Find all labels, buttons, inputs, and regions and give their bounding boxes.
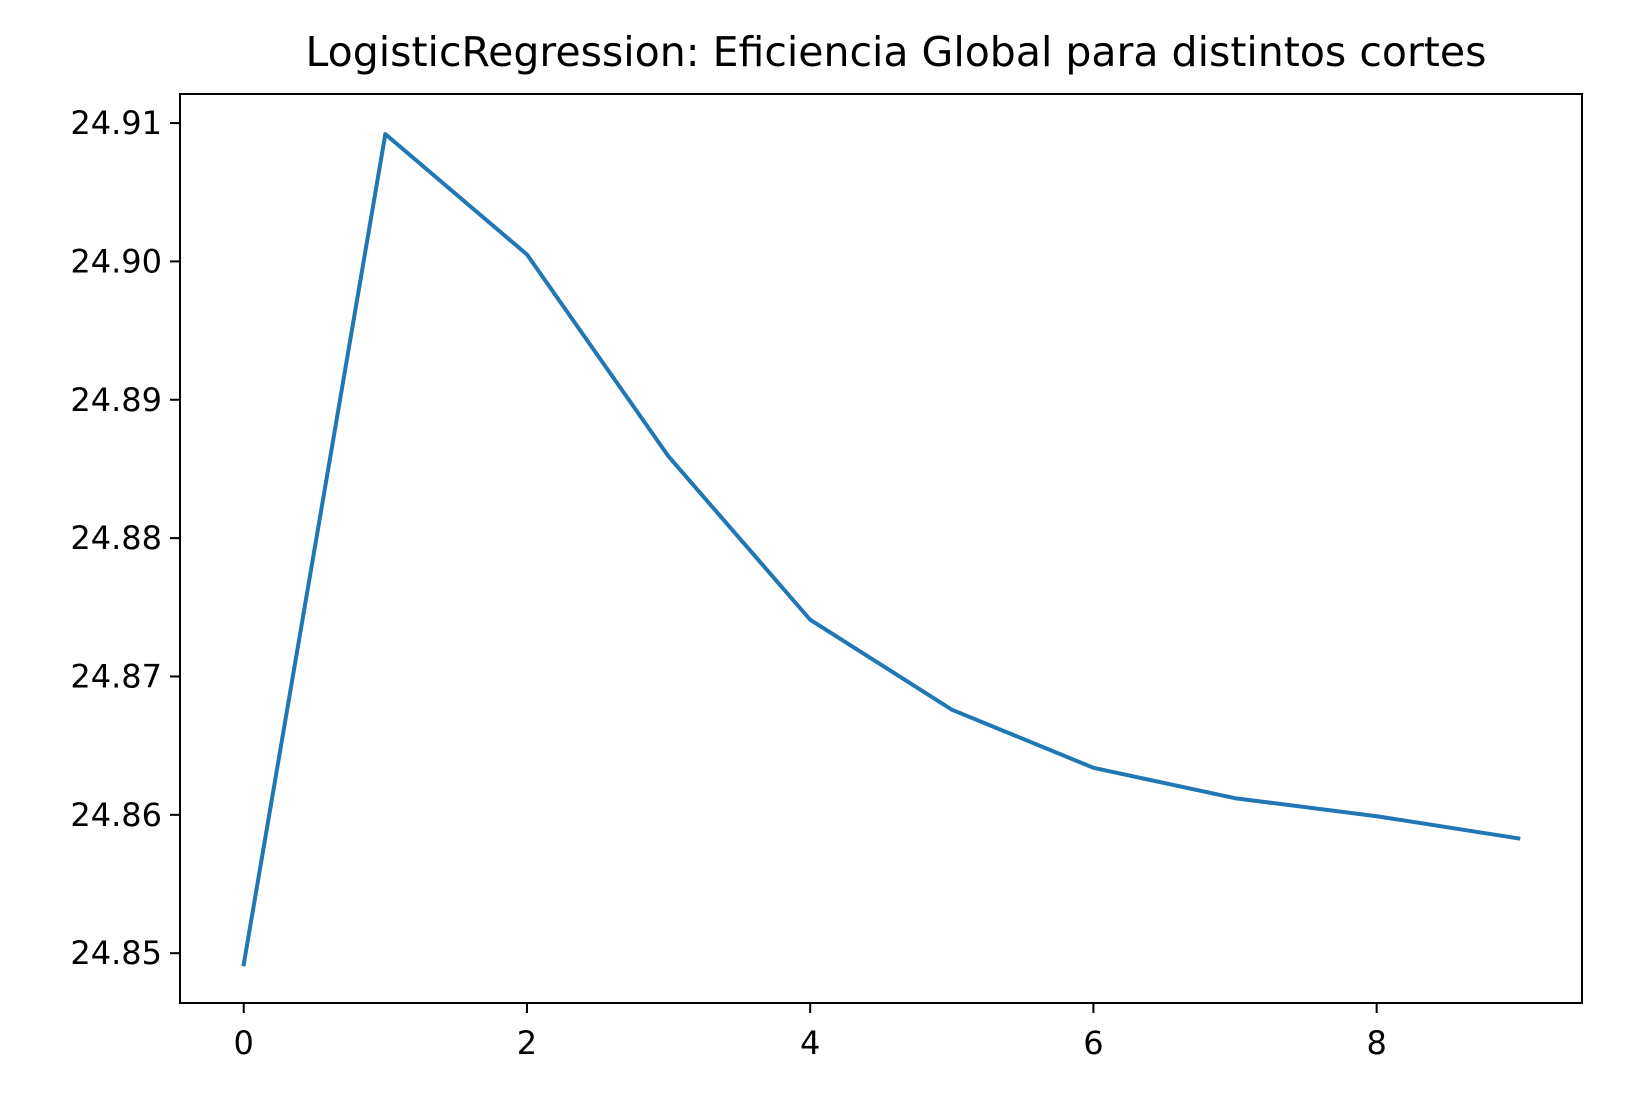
x-tick-label: 6 <box>1083 1024 1103 1062</box>
y-tick-label: 24.89 <box>70 381 162 419</box>
y-tick-label: 24.90 <box>70 242 162 280</box>
x-tick-label: 0 <box>234 1024 254 1062</box>
series-line <box>241 132 1521 967</box>
x-tick-label: 4 <box>800 1024 820 1062</box>
y-tick-label: 24.86 <box>70 796 162 834</box>
y-tick-label: 24.91 <box>70 104 162 142</box>
y-tick-label: 24.85 <box>70 934 162 972</box>
x-tick-label: 2 <box>517 1024 537 1062</box>
y-tick-label: 24.87 <box>70 657 162 695</box>
y-axis: 24.85 24.86 24.87 24.88 24.89 24.90 24.91 <box>70 104 180 972</box>
x-tick-label: 8 <box>1366 1024 1386 1062</box>
x-axis: 0 2 4 6 8 <box>234 1003 1387 1062</box>
series-layer <box>241 132 1521 967</box>
chart-title: LogisticRegression: Eficiencia Global pa… <box>306 28 1487 76</box>
y-tick-label: 24.88 <box>70 519 162 557</box>
plot-frame <box>179 93 1583 1004</box>
